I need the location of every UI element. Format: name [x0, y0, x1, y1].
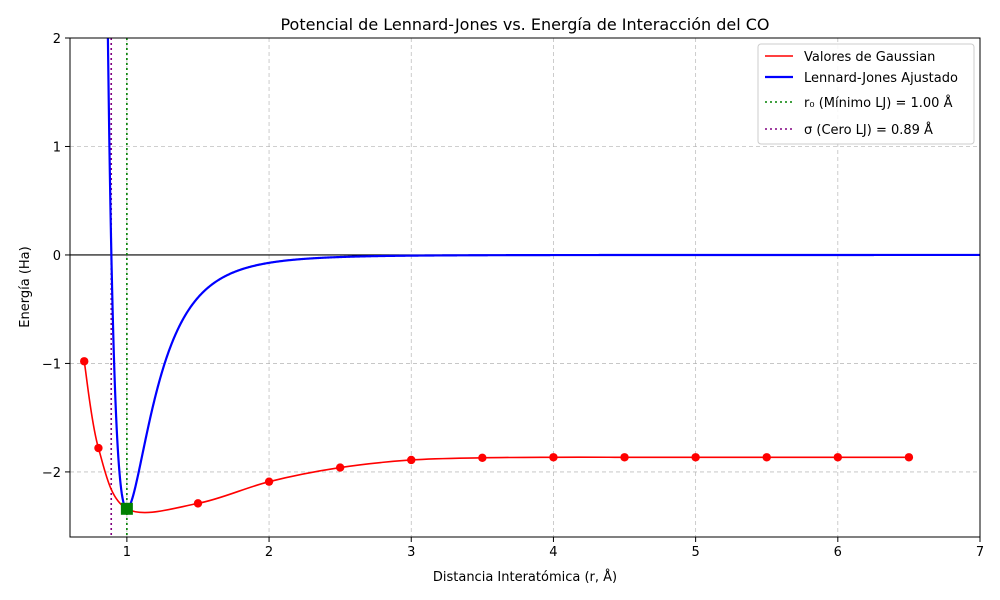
x-axis-label: Distancia Interatómica (r, Å) [433, 569, 617, 585]
gaussian-point [193, 499, 203, 508]
gaussian-point [335, 463, 345, 472]
x-tick-label: 3 [407, 545, 415, 560]
y-axis-ticks: −2 −1 0 1 2 [42, 32, 70, 481]
legend: Valores de Gaussian Lennard-Jones Ajusta… [757, 43, 975, 145]
x-tick-label: 4 [549, 545, 557, 560]
legend-label-r0: r₀ (Mínimo LJ) = 1.00 Å [804, 95, 953, 111]
y-tick-label: −1 [42, 357, 61, 372]
y-tick-label: 1 [53, 140, 61, 155]
legend-label-gaussian: Valores de Gaussian [804, 50, 935, 65]
gaussian-point [904, 453, 914, 462]
y-tick-label: −2 [42, 466, 61, 481]
gaussian-point [620, 453, 629, 462]
gaussian-point [264, 477, 274, 486]
lj-fitted-curve [106, 38, 980, 510]
gaussian-point [762, 453, 771, 462]
gaussian-point [407, 455, 416, 465]
x-tick-label: 7 [976, 545, 984, 560]
x-tick-label: 1 [123, 545, 131, 560]
lj-minimum-marker [120, 502, 133, 515]
y-axis-label: Energía (Ha) [18, 246, 33, 327]
y-tick-label: 2 [53, 32, 61, 47]
gaussian-point [478, 453, 487, 463]
legend-label-sigma: σ (Cero LJ) = 0.89 Å [804, 122, 933, 138]
x-tick-label: 5 [691, 545, 699, 560]
x-axis-ticks: 1 2 3 4 5 6 7 [123, 537, 984, 560]
gaussian-point [549, 453, 558, 462]
legend-label-lj: Lennard-Jones Ajustado [804, 71, 958, 86]
x-tick-label: 6 [834, 545, 842, 560]
gaussian-point [691, 453, 700, 462]
legend-box [757, 43, 975, 145]
plot-frame [69, 37, 981, 538]
gaussian-point [80, 357, 89, 366]
plot-area [80, 38, 980, 537]
chart-title: Potencial de Lennard-Jones vs. Energía d… [280, 15, 769, 34]
x-tick-label: 2 [265, 545, 273, 560]
gaussian-point [833, 453, 843, 462]
gaussian-curve [83, 361, 909, 514]
gaussian-point [94, 443, 103, 453]
y-tick-label: 0 [53, 249, 61, 264]
